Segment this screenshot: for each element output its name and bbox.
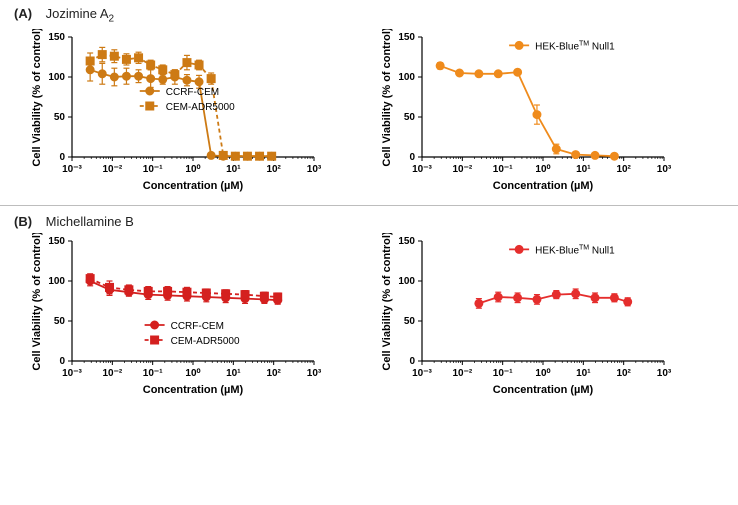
svg-text:CCRF-CEM: CCRF-CEM <box>166 87 219 98</box>
svg-text:150: 150 <box>48 236 65 247</box>
svg-text:10⁻²: 10⁻² <box>452 164 472 175</box>
svg-text:Concentration (µM): Concentration (µM) <box>143 384 244 396</box>
svg-text:10²: 10² <box>266 368 281 379</box>
svg-text:10⁻³: 10⁻³ <box>62 164 82 175</box>
svg-text:10³: 10³ <box>307 164 322 175</box>
svg-text:CCRF-CEM: CCRF-CEM <box>171 321 224 332</box>
panel-b-row: 0 50 100 150 10⁻³ 10⁻² 10⁻¹ 10⁰ 10¹ 10² 10³ Cell Vi… <box>0 229 738 405</box>
svg-text:CEM-ADR5000: CEM-ADR5000 <box>171 336 240 347</box>
svg-text:10²: 10² <box>266 164 281 175</box>
svg-text:10¹: 10¹ <box>576 368 591 379</box>
svg-text:100: 100 <box>48 276 65 287</box>
svg-text:Concentration (µM): Concentration (µM) <box>143 180 244 192</box>
svg-text:10⁻¹: 10⁻¹ <box>143 164 163 175</box>
svg-text:10³: 10³ <box>307 368 322 379</box>
svg-text:HEK-BlueTM Null1: HEK-BlueTM Null1 <box>535 244 615 256</box>
svg-text:10²: 10² <box>616 368 631 379</box>
svg-text:10⁰: 10⁰ <box>185 368 200 379</box>
svg-text:10⁻³: 10⁻³ <box>412 164 432 175</box>
svg-text:10³: 10³ <box>657 368 672 379</box>
svg-text:50: 50 <box>54 316 66 327</box>
chart-b-left: 0 50 100 150 10⁻³ 10⁻² 10⁻¹ 10⁰ 10¹ 10² 10³ Cell Vi… <box>24 233 324 401</box>
panel-b-compound: Michellamine B <box>46 214 134 229</box>
svg-text:HEK-BlueTM Null1: HEK-BlueTM Null1 <box>535 40 615 52</box>
svg-text:10⁻³: 10⁻³ <box>412 368 432 379</box>
svg-text:150: 150 <box>48 32 65 43</box>
svg-text:10⁻¹: 10⁻¹ <box>493 368 513 379</box>
panel-a-compound: Jozimine A2 <box>46 6 114 21</box>
svg-text:10⁻²: 10⁻² <box>102 368 122 379</box>
chart-a-right: 0 50 100 150 10⁻³ 10⁻² 10⁻¹ 10⁰ 10¹ 10² 10³ Cell Vi… <box>374 29 674 197</box>
svg-text:10⁰: 10⁰ <box>535 368 550 379</box>
svg-text:10⁻²: 10⁻² <box>102 164 122 175</box>
svg-text:10⁰: 10⁰ <box>185 164 200 175</box>
svg-text:Cell Viability (% of control): Cell Viability (% of control) <box>381 29 393 167</box>
svg-text:100: 100 <box>398 72 415 83</box>
panel-b-label: (B) Michellamine B <box>0 208 738 229</box>
svg-text:10⁻³: 10⁻³ <box>62 368 82 379</box>
svg-text:100: 100 <box>398 276 415 287</box>
svg-text:10¹: 10¹ <box>226 164 241 175</box>
svg-text:10³: 10³ <box>657 164 672 175</box>
panel-a-letter: (A) <box>14 6 32 21</box>
svg-text:Concentration (µM): Concentration (µM) <box>493 384 594 396</box>
svg-text:10⁻¹: 10⁻¹ <box>493 164 513 175</box>
panel-separator <box>0 205 738 206</box>
svg-text:150: 150 <box>398 32 415 43</box>
svg-text:Concentration (µM): Concentration (µM) <box>493 180 594 192</box>
svg-text:0: 0 <box>409 356 415 367</box>
svg-text:10²: 10² <box>616 164 631 175</box>
chart-b-right: 0 50 100 150 10⁻³ 10⁻² 10⁻¹ 10⁰ 10¹ 10² 10³ Cell Vi… <box>374 233 674 401</box>
svg-text:10⁻²: 10⁻² <box>452 368 472 379</box>
svg-text:10¹: 10¹ <box>576 164 591 175</box>
svg-text:Cell Viability (% of control): Cell Viability (% of control) <box>31 233 43 371</box>
svg-text:0: 0 <box>59 356 65 367</box>
svg-text:50: 50 <box>54 112 66 123</box>
svg-text:0: 0 <box>409 152 415 163</box>
panel-b-letter: (B) <box>14 214 32 229</box>
svg-text:100: 100 <box>48 72 65 83</box>
svg-text:50: 50 <box>404 316 416 327</box>
svg-text:150: 150 <box>398 236 415 247</box>
svg-text:10¹: 10¹ <box>226 368 241 379</box>
panel-a-label: (A) Jozimine A2 <box>0 0 738 25</box>
svg-text:10⁰: 10⁰ <box>535 164 550 175</box>
svg-text:10⁻¹: 10⁻¹ <box>143 368 163 379</box>
svg-text:50: 50 <box>404 112 416 123</box>
panel-a-row: 0 50 100 150 10⁻³ 10⁻² 10⁻¹ 10⁰ 10¹ 10² 10³ Cell Vi… <box>0 25 738 201</box>
svg-text:0: 0 <box>59 152 65 163</box>
svg-text:Cell Viability (% of control): Cell Viability (% of control) <box>31 29 43 167</box>
svg-text:CEM-ADR5000: CEM-ADR5000 <box>166 102 235 113</box>
svg-text:Cell Viability (% of control): Cell Viability (% of control) <box>381 233 393 371</box>
chart-a-left: 0 50 100 150 10⁻³ 10⁻² 10⁻¹ 10⁰ 10¹ 10² 10³ Cell Vi… <box>24 29 324 197</box>
